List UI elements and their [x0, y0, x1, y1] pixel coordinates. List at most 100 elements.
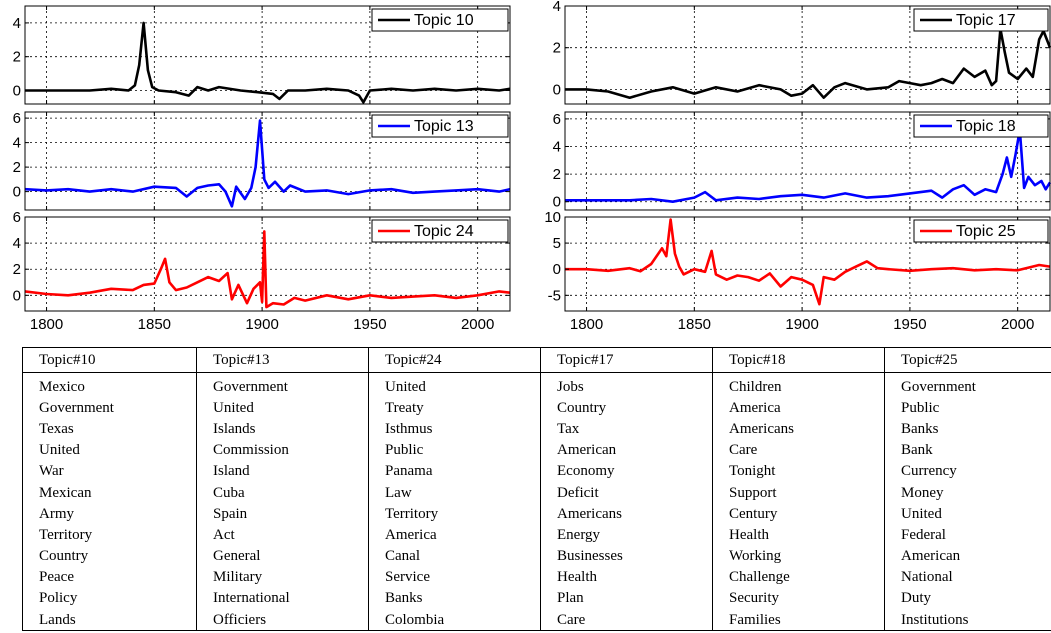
table-row: Lands Officiers Colombia Care Families Instit…	[22, 609, 1051, 632]
chart-panel: -5 0 5 10 1800 1850 1900 1950 2000 Topic 25	[544, 209, 1051, 333]
table-cell: Treaty	[368, 397, 541, 419]
table-row: Territory Act America Energy Health Federal	[22, 524, 1051, 546]
chart-panel: 0 2 4 6 1800 1850 1900 1950 2000 Topic 24	[13, 209, 511, 333]
table-cell: Commission	[196, 439, 369, 461]
table-cell: Americans	[540, 503, 713, 525]
legend: Topic 25	[913, 219, 1049, 243]
table-cell: Health	[712, 524, 885, 546]
y-tick-label: 4	[553, 139, 561, 156]
table-cell: Banks	[884, 418, 1051, 440]
series-line	[565, 27, 1051, 99]
table-cell: Policy	[22, 587, 197, 610]
table-cell: Banks	[368, 587, 541, 610]
legend-label: Topic 10	[414, 12, 474, 29]
table-row: Government United Treaty Country America Publ…	[22, 397, 1051, 419]
legend: Topic 24	[371, 219, 509, 243]
y-tick-label: 2	[553, 40, 561, 57]
table-row: War Island Panama Economy Tonight Currency	[22, 460, 1051, 482]
y-tick-label: 0	[13, 184, 21, 201]
table-cell: Country	[540, 397, 713, 419]
plot-frame	[564, 5, 1051, 105]
plot-frame	[24, 111, 511, 211]
y-tick-label: 4	[13, 235, 21, 252]
table-cell: Working	[712, 545, 885, 567]
table-cell: Jobs	[540, 372, 713, 398]
table-cell: General	[196, 545, 369, 567]
table-cell: United	[22, 439, 197, 461]
topic-time-series-charts: 0 2 4 Topic 10 0 2 4 6 Topic 13 0 2 4 6 1800 1850 1900 1…	[13, 0, 1051, 333]
y-tick-label: 10	[544, 209, 561, 226]
y-tick-label: 0	[13, 287, 21, 304]
column-header: Topic#18	[712, 347, 885, 373]
legend-box	[371, 114, 509, 138]
plot-frame	[24, 5, 511, 105]
table-cell: Government	[884, 372, 1051, 398]
table-cell: Service	[368, 566, 541, 588]
x-tick-label: 1800	[30, 316, 63, 333]
table-cell: Duty	[884, 587, 1051, 610]
y-tick-label: 2	[13, 49, 21, 66]
plot-frame	[24, 216, 511, 312]
legend: Topic 13	[371, 114, 509, 138]
table-cell: Government	[22, 397, 197, 419]
table-cell: Peace	[22, 566, 197, 588]
table-cell: Economy	[540, 460, 713, 482]
table-cell: Federal	[884, 524, 1051, 546]
table-cell: Government	[196, 372, 369, 398]
table-cell: Support	[712, 481, 885, 504]
table-cell: Islands	[196, 418, 369, 440]
legend-box	[371, 219, 509, 243]
series-line	[25, 21, 511, 104]
column-header: Topic#17	[540, 347, 713, 373]
table-cell: Officiers	[196, 609, 369, 632]
table-cell: National	[884, 566, 1051, 588]
x-tick-label: 1900	[785, 316, 818, 333]
x-tick-label: 1850	[138, 316, 171, 333]
table-cell: Deficit	[540, 481, 713, 504]
series-line	[565, 128, 1051, 203]
legend: Topic 17	[913, 8, 1049, 32]
table-row: Country General Canal Businesses Working Amer…	[22, 545, 1051, 567]
y-tick-label: 0	[553, 194, 561, 211]
table-cell: Colombia	[368, 609, 541, 632]
legend-label: Topic 13	[414, 118, 474, 135]
table-row: United Commission Public American Care Bank	[22, 439, 1051, 461]
table-row: Mexico Government United Jobs Children Govern…	[22, 372, 1051, 398]
table-cell: Spain	[196, 503, 369, 525]
table-cell: War	[22, 460, 197, 482]
table-cell: Panama	[368, 460, 541, 482]
y-tick-label: 4	[13, 15, 21, 32]
plot-frame	[564, 216, 1051, 312]
table-cell: Public	[884, 397, 1051, 419]
table-header-row: Topic#10 Topic#13 Topic#24 Topic#17 Topic#18…	[22, 347, 1051, 373]
table-cell: Health	[540, 566, 713, 588]
column-header: Topic#24	[368, 347, 541, 373]
legend-label: Topic 25	[956, 223, 1016, 240]
table-cell: American	[540, 439, 713, 461]
series-line	[24, 230, 511, 309]
table-row: Texas Islands Isthmus Tax Americans Banks	[22, 418, 1051, 440]
legend-label: Topic 17	[956, 12, 1016, 29]
table-cell: Mexico	[22, 372, 197, 398]
column-header: Topic#25	[884, 347, 1051, 373]
y-tick-label: 0	[13, 82, 21, 99]
x-tick-label: 1950	[893, 316, 926, 333]
x-tick-label: 1950	[353, 316, 386, 333]
chart-panel: 0 2 4 Topic 17	[553, 0, 1051, 105]
y-tick-label: 6	[13, 209, 21, 226]
table-cell: Plan	[540, 587, 713, 610]
table-cell: United	[368, 372, 541, 398]
series-line	[565, 218, 1051, 306]
table-cell: Children	[712, 372, 885, 398]
table-cell: Military	[196, 566, 369, 588]
legend-label: Topic 18	[956, 118, 1016, 135]
table-cell: Act	[196, 524, 369, 546]
table-cell: Isthmus	[368, 418, 541, 440]
legend-box	[913, 114, 1049, 138]
table-cell: Americans	[712, 418, 885, 440]
series-line	[24, 119, 511, 208]
table-cell: Care	[712, 439, 885, 461]
x-tick-label: 1850	[678, 316, 711, 333]
legend-box	[371, 8, 509, 32]
y-tick-label: 6	[553, 111, 561, 128]
